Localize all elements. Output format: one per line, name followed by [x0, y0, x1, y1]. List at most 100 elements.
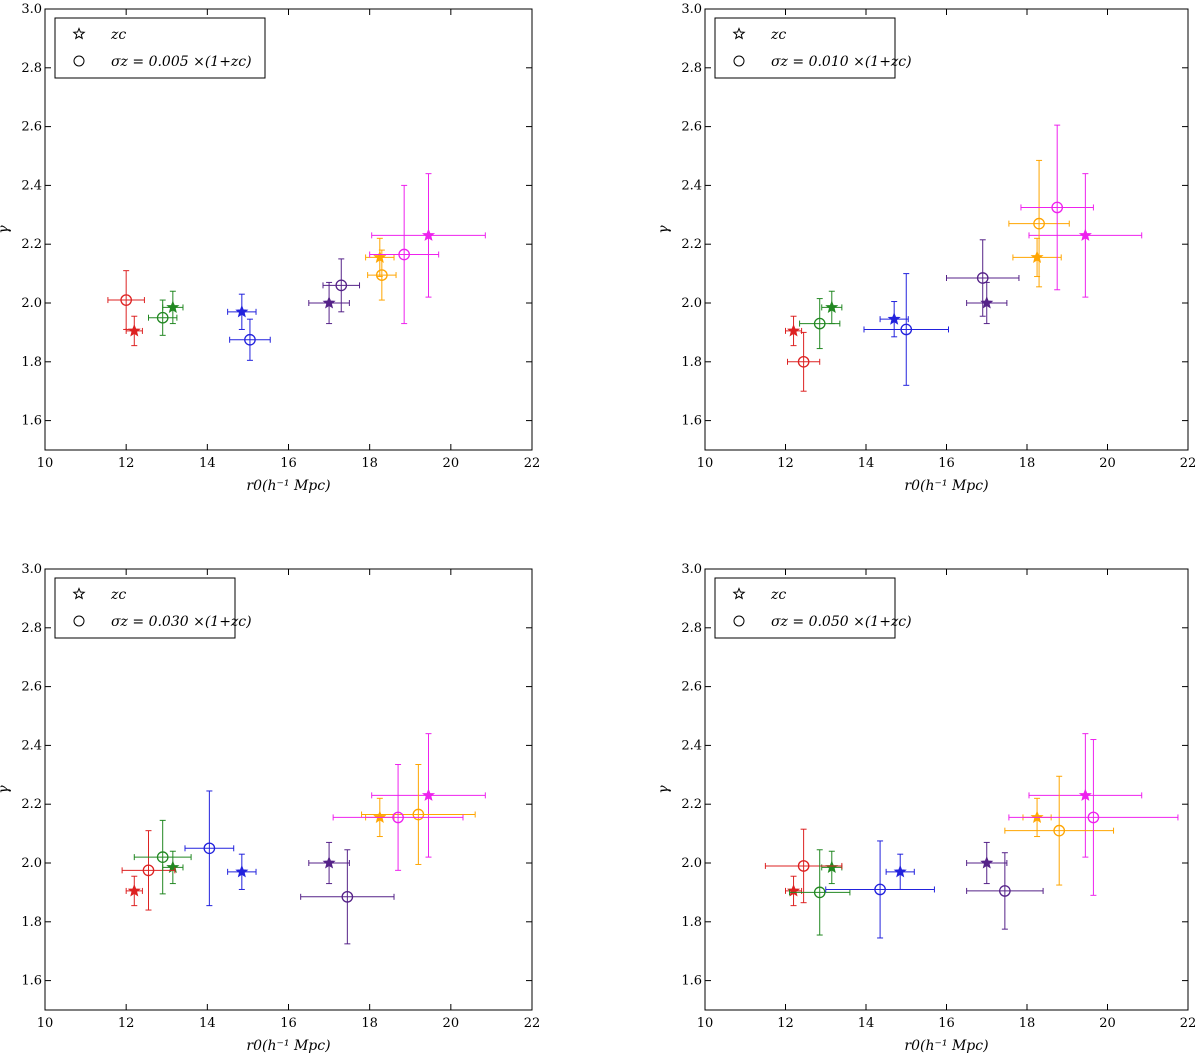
chart-panel-2: 10 12 14 16 18 20 22 1.6 1.8 2.0 2.2 2.4 2.6 2.8 3.0 r0… — [656, 2, 1196, 494]
legend-label: σz = 0.010 ×(1+zc) — [771, 54, 912, 70]
star-marker — [421, 788, 436, 801]
data-point — [966, 841, 1008, 885]
circle-marker — [1053, 824, 1066, 837]
series-circle — [121, 764, 476, 945]
circle-marker — [813, 317, 826, 330]
y-tick-label: 3.0 — [681, 2, 702, 17]
circle-marker — [797, 860, 810, 872]
y-tick-label: 1.8 — [21, 355, 42, 370]
data-point — [332, 764, 464, 871]
y-tick-label: 1.8 — [681, 355, 702, 370]
circle-marker — [341, 890, 354, 903]
circle-marker — [1033, 217, 1045, 230]
y-tick-label: 2.0 — [21, 296, 42, 311]
legend-box — [714, 17, 896, 79]
star-marker — [166, 860, 180, 873]
circle-marker — [1087, 811, 1100, 824]
legend-circle-icon — [733, 55, 745, 67]
legend-label: zc — [110, 587, 126, 603]
legend-circle-icon — [733, 615, 745, 627]
legend-circle-icon — [73, 55, 85, 67]
legend-label: σz = 0.050 ×(1+zc) — [771, 614, 912, 630]
x-tick-label: 12 — [777, 1016, 794, 1031]
data-point — [162, 850, 184, 885]
y-tick-label: 1.8 — [21, 915, 42, 930]
chart-panel-1: 10 12 14 16 18 20 22 1.6 1.8 2.0 2.2 2.4 2.6 2.8 3.0 r0… — [0, 2, 540, 494]
x-tick-label: 22 — [524, 456, 541, 471]
data-point — [863, 273, 950, 386]
circle-marker — [1051, 201, 1064, 214]
star-marker — [980, 856, 994, 869]
circle-marker — [797, 355, 810, 368]
y-tick-label: 2.6 — [681, 120, 702, 135]
data-point — [125, 315, 143, 347]
x-tick-label: 22 — [1180, 456, 1197, 471]
data-point — [361, 764, 476, 865]
legend: zc σz = 0.010 ×(1+zc) — [714, 17, 912, 79]
y-tick-label: 2.4 — [21, 738, 42, 753]
y-tick-label: 2.4 — [21, 178, 42, 193]
star-marker — [787, 884, 801, 897]
data-point — [787, 331, 821, 392]
circle-marker — [976, 272, 989, 284]
plot-area — [704, 8, 1189, 451]
data-point — [147, 299, 178, 336]
y-tick-label: 2.8 — [21, 61, 42, 76]
data-point — [184, 790, 235, 907]
data-point — [946, 239, 1020, 317]
x-tick-label: 10 — [37, 1016, 54, 1031]
x-axis-label: r0(h⁻¹ Mpc) — [246, 478, 330, 494]
series-circle — [787, 124, 1094, 392]
circle-marker — [120, 294, 133, 306]
y-tick-label: 3.0 — [21, 2, 42, 17]
circle-marker — [142, 864, 155, 877]
star-marker — [235, 864, 249, 878]
y-tick-label: 3.0 — [681, 562, 702, 577]
data-point — [1028, 173, 1143, 298]
legend-label: σz = 0.030 ×(1+zc) — [111, 614, 252, 630]
star-marker — [373, 250, 387, 263]
star-marker — [887, 312, 901, 325]
y-tick-label: 2.8 — [681, 621, 702, 636]
data-point — [799, 298, 841, 350]
legend-label: σz = 0.005 ×(1+zc) — [111, 54, 252, 70]
circle-marker — [156, 851, 169, 863]
data-point — [1004, 775, 1115, 886]
star-marker — [1078, 228, 1092, 241]
plot-area — [44, 8, 533, 451]
circle-marker — [900, 323, 913, 336]
data-point — [1028, 733, 1143, 858]
x-tick-label: 14 — [858, 456, 875, 471]
star-marker — [893, 864, 907, 878]
y-tick-label: 1.6 — [681, 414, 702, 429]
star-marker — [166, 300, 180, 313]
x-tick-label: 16 — [280, 1016, 297, 1031]
y-tick-label: 1.8 — [681, 915, 702, 930]
x-tick-label: 20 — [443, 456, 460, 471]
star-marker — [235, 304, 249, 318]
chart-panel-3: 10 12 14 16 18 20 22 1.6 1.8 2.0 2.2 2.4 2.6 2.8 3.0 r0… — [0, 562, 540, 1054]
star-marker — [787, 324, 801, 337]
legend-star-icon — [732, 27, 746, 40]
x-tick-label: 14 — [858, 1016, 875, 1031]
y-tick-label: 1.6 — [21, 974, 42, 989]
star-marker — [373, 810, 387, 823]
data-point — [764, 828, 843, 904]
data-point — [879, 301, 909, 338]
data-point — [367, 249, 397, 301]
star-marker — [1030, 250, 1044, 263]
legend-label: zc — [770, 587, 786, 603]
x-tick-label: 12 — [118, 1016, 135, 1031]
y-axis-label: γ — [656, 785, 672, 794]
star-marker — [825, 300, 839, 313]
y-tick-label: 2.6 — [21, 120, 42, 135]
x-tick-label: 22 — [524, 1016, 541, 1031]
x-tick-label: 10 — [697, 1016, 714, 1031]
x-tick-label: 20 — [1099, 1016, 1116, 1031]
x-tick-label: 18 — [1019, 1016, 1036, 1031]
star-marker — [127, 884, 141, 897]
data-point — [371, 733, 486, 858]
legend-circle-icon — [73, 615, 85, 627]
x-axis-label: r0(h⁻¹ Mpc) — [904, 478, 988, 494]
